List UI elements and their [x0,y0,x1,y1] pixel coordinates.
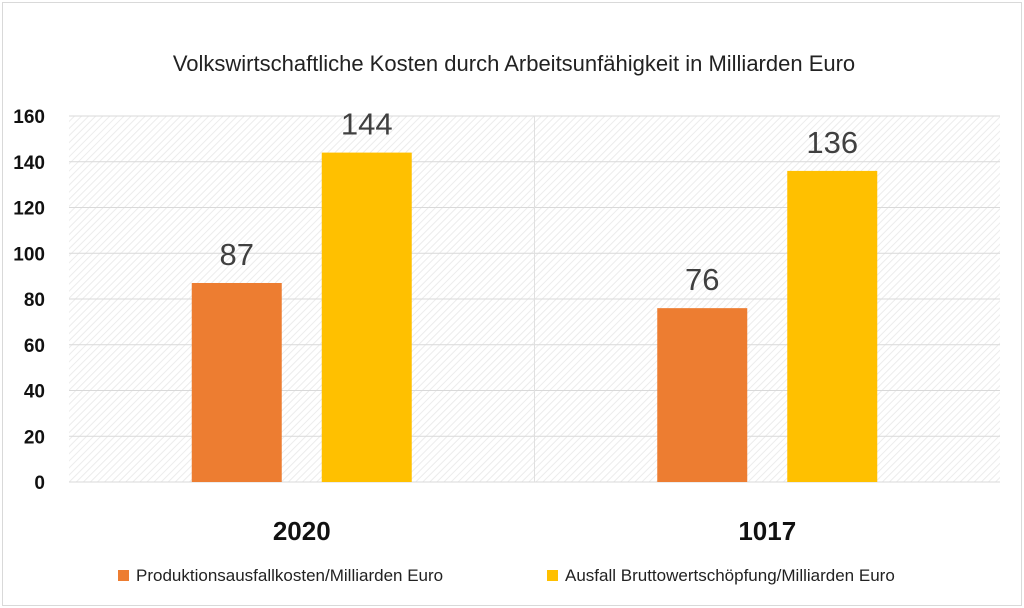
legend-swatch-series-1 [118,570,129,581]
legend: Produktionsausfallkosten/Milliarden Euro… [118,566,895,585]
legend-swatch-series-2 [547,570,558,581]
y-tick-label: 160 [13,107,45,128]
x-axis: 2020 1017 [273,516,796,546]
bar-chart: Volkswirtschaftliche Kosten durch Arbeit… [13,51,1000,585]
bar-1017-series-1 [657,308,748,482]
bars [191,152,878,482]
bar-2020-series-1 [191,282,282,482]
y-tick-label: 100 [13,244,45,265]
y-tick-label: 140 [13,153,45,174]
data-labels: 87 144 76 136 [220,107,859,298]
data-label: 136 [806,125,858,160]
legend-label-series-2: Ausfall Bruttowertschöpfung/Milliarden E… [565,566,895,585]
x-category-label: 2020 [273,516,331,546]
bar-1017-series-2 [787,170,878,482]
bar-2020-series-2 [321,152,412,482]
x-category-label: 1017 [738,516,796,546]
legend-label-series-1: Produktionsausfallkosten/Milliarden Euro [136,566,443,585]
y-tick-label: 120 [13,199,45,220]
y-tick-label: 0 [34,473,45,494]
y-tick-label: 20 [24,427,45,448]
chart-title: Volkswirtschaftliche Kosten durch Arbeit… [173,51,855,76]
data-label: 87 [220,237,254,272]
data-label: 76 [685,262,719,297]
y-tick-label: 40 [24,382,45,403]
y-tick-label: 80 [24,290,45,311]
y-tick-label: 60 [24,336,45,357]
y-axis: 0 20 40 60 80 100 120 140 160 [13,107,45,494]
data-label: 144 [341,107,393,142]
